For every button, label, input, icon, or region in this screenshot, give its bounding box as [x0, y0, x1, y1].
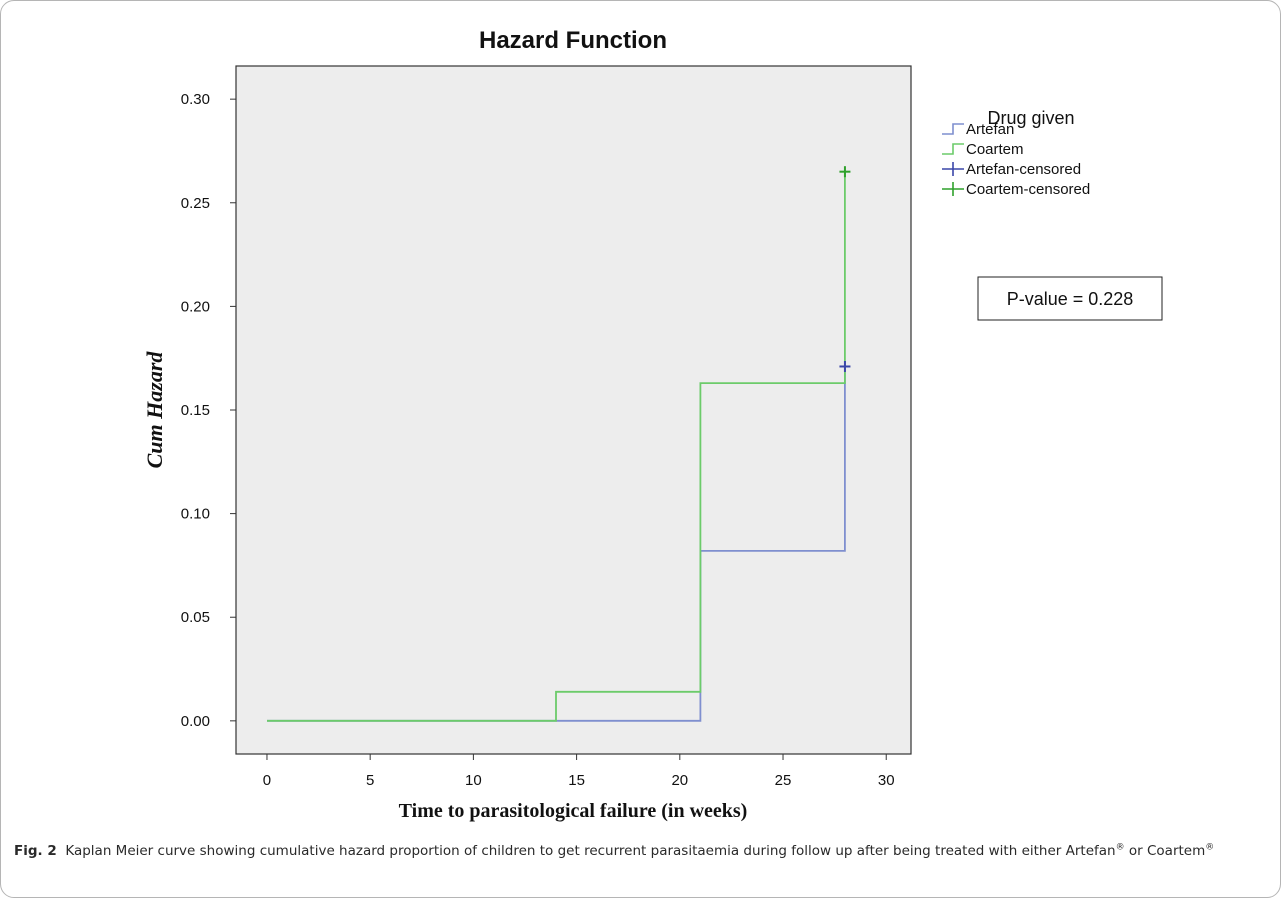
legend: Artefan Coartem Artefan-censored Coartem-ce…: [942, 121, 1090, 198]
p-value-box: P-value = 0.228: [977, 276, 1163, 321]
y-axis: 0.00 0.05 0.10 0.15 0.20 0.25 0.30: [181, 91, 236, 730]
plot-area: [235, 65, 912, 755]
x-tick-label: 25: [775, 772, 792, 789]
figure-caption: Fig. 2 Kaplan Meier curve showing cumula…: [14, 842, 1264, 861]
y-tick-label: 0.15: [181, 402, 210, 419]
p-value-label: P-value = 0.228: [1007, 289, 1134, 309]
legend-item-coartem-censored: Coartem-censored: [942, 181, 1090, 198]
legend-swatch: [942, 123, 964, 135]
x-axis-label: Time to parasitological failure (in week…: [399, 800, 748, 822]
caption-registered-1: ®: [1115, 842, 1125, 853]
legend-item-coartem: Coartem: [942, 141, 1024, 158]
x-tick-label: 15: [568, 772, 585, 789]
y-tick-label: 0.30: [181, 91, 210, 108]
censor-marker-artefan-censored: [839, 360, 851, 372]
legend-item-artefan-censored: Artefan-censored: [942, 161, 1081, 178]
legend-label: Artefan: [966, 121, 1014, 138]
hazard-chart: Hazard Function 0.00 0.05 0.10 0.15 0.20 0.25…: [142, 27, 1163, 822]
y-tick-label: 0.00: [181, 713, 210, 730]
y-tick-label: 0.10: [181, 506, 210, 523]
caption-text-2: or Coartem: [1124, 843, 1206, 859]
series-layer: [267, 171, 846, 722]
caption-text-1: Kaplan Meier curve showing cumulative ha…: [65, 843, 1116, 859]
legend-label: Coartem-censored: [966, 181, 1090, 198]
x-tick-label: 20: [671, 772, 688, 789]
series-coartem: [267, 171, 846, 722]
censor-marker-coartem-censored: [839, 166, 851, 178]
y-tick-label: 0.25: [181, 195, 210, 212]
legend-item-artefan: Artefan: [942, 121, 1014, 138]
x-tick-label: 0: [263, 772, 271, 789]
x-tick-label: 30: [878, 772, 895, 789]
legend-swatch: [942, 143, 964, 155]
y-tick-label: 0.20: [181, 298, 210, 315]
legend-title: Drug given: [987, 108, 1074, 128]
y-axis-label: Cum Hazard: [142, 351, 167, 469]
legend-label: Coartem: [966, 141, 1024, 158]
caption-registered-2: ®: [1205, 842, 1215, 853]
legend-label: Artefan-censored: [966, 161, 1081, 178]
x-tick-label: 5: [366, 772, 374, 789]
x-tick-label: 10: [465, 772, 482, 789]
chart-title: Hazard Function: [479, 27, 667, 54]
caption-label: Fig. 2: [14, 843, 57, 859]
x-axis: 0 5 10 15 20 25 30: [263, 754, 895, 789]
y-tick-label: 0.05: [181, 609, 210, 626]
censored-markers: [839, 166, 851, 372]
